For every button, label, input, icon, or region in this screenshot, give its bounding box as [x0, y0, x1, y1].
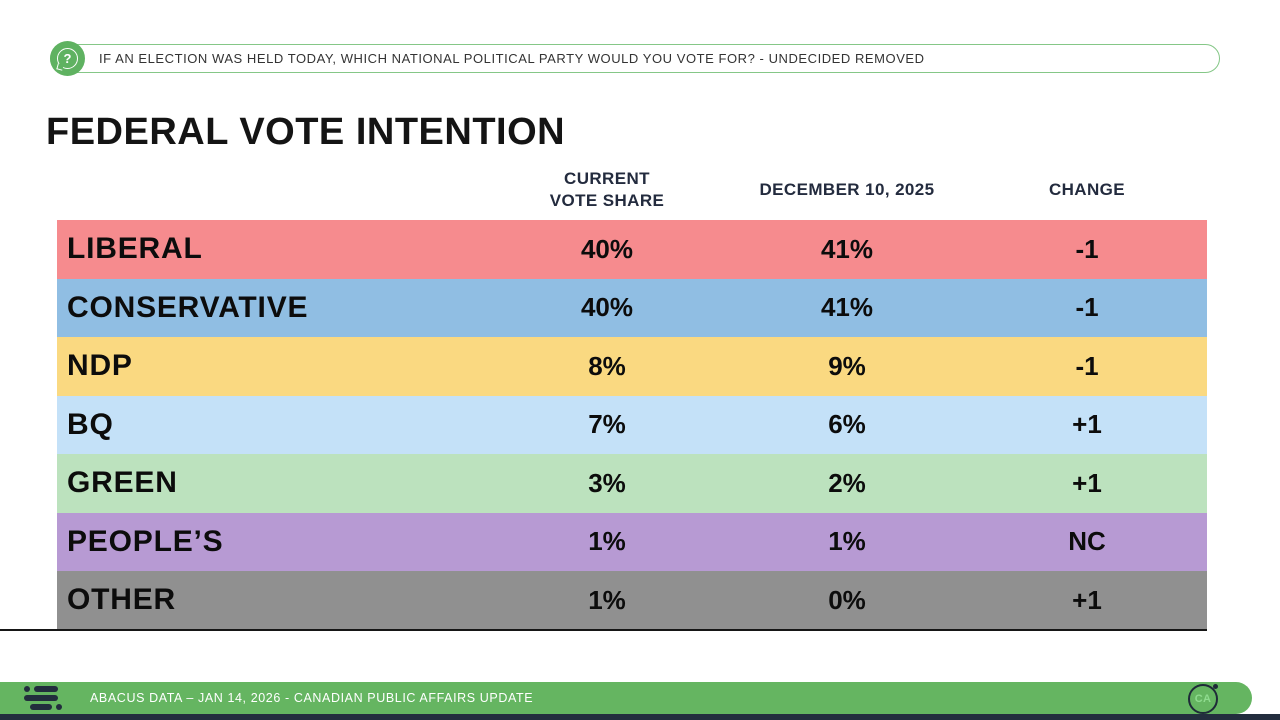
current-share-value: 40%: [580, 292, 634, 323]
table-row-green: GREEN 3% 2% +1: [57, 454, 1207, 513]
col-header-current-vote-share: CURRENT VOTE SHARE: [487, 160, 727, 220]
table-row-conservative: CONSERVATIVE 40% 41% -1: [57, 278, 1207, 337]
party-label: PEOPLE’S: [67, 524, 224, 558]
table-row-other: OTHER 1% 0% +1: [57, 571, 1207, 630]
table-header-row: CURRENT VOTE SHARE DECEMBER 10, 2025 CHA…: [57, 160, 1207, 220]
party-label: NDP: [67, 349, 133, 383]
col-header-party: [57, 160, 487, 220]
question-banner: ? IF AN ELECTION WAS HELD TODAY, WHICH N…: [50, 41, 1220, 76]
party-label: BQ: [67, 407, 114, 441]
party-label: CONSERVATIVE: [67, 290, 309, 324]
current-share-value: 1%: [588, 584, 626, 615]
party-label: OTHER: [67, 583, 176, 617]
bottom-accent-bar: [0, 714, 1280, 720]
table-underline: [0, 629, 1207, 631]
footer-source-text: ABACUS DATA – JAN 14, 2026 - CANADIAN PU…: [90, 691, 534, 705]
change-value: +1: [1072, 467, 1102, 498]
col-header-change: CHANGE: [1048, 179, 1126, 199]
ca-logo-label: CA: [1194, 693, 1212, 705]
question-mark-icon: ?: [50, 41, 85, 76]
change-value: -1: [1075, 292, 1099, 323]
question-text: IF AN ELECTION WAS HELD TODAY, WHICH NAT…: [99, 51, 925, 66]
current-share-value: 3%: [588, 467, 626, 498]
previous-share-value: 41%: [820, 292, 874, 323]
vote-intention-table: CURRENT VOTE SHARE DECEMBER 10, 2025 CHA…: [57, 160, 1207, 630]
previous-share-value: 1%: [828, 526, 866, 557]
table-row-peoples: PEOPLE’S 1% 1% NC: [57, 512, 1207, 571]
footer-bar: ABACUS DATA – JAN 14, 2026 - CANADIAN PU…: [0, 682, 1252, 714]
current-share-value: 8%: [588, 350, 626, 381]
previous-share-value: 0%: [828, 584, 866, 615]
previous-share-value: 41%: [820, 233, 874, 264]
current-share-value: 7%: [588, 409, 626, 440]
abacus-data-logo-icon: [24, 686, 76, 710]
party-label: GREEN: [67, 466, 178, 500]
table-row-bq: BQ 7% 6% +1: [57, 395, 1207, 454]
change-value: NC: [1068, 526, 1106, 557]
col-header-december: DECEMBER 10, 2025: [759, 179, 935, 199]
page-title: FEDERAL VOTE INTENTION: [46, 111, 566, 153]
change-value: -1: [1075, 350, 1099, 381]
table-row-liberal: LIBERAL 40% 41% -1: [57, 220, 1207, 279]
col-header-current-line2: VOTE SHARE: [549, 191, 665, 210]
previous-share-value: 6%: [828, 409, 866, 440]
change-value: +1: [1072, 409, 1102, 440]
change-value: +1: [1072, 584, 1102, 615]
change-value: -1: [1075, 233, 1099, 264]
table-row-ndp: NDP 8% 9% -1: [57, 337, 1207, 396]
previous-share-value: 2%: [828, 467, 866, 498]
current-share-value: 1%: [588, 526, 626, 557]
col-header-current-line1: CURRENT: [564, 168, 650, 188]
current-share-value: 40%: [580, 233, 634, 264]
party-label: LIBERAL: [67, 232, 203, 266]
ca-logo: CA: [1188, 684, 1218, 714]
previous-share-value: 9%: [828, 350, 866, 381]
